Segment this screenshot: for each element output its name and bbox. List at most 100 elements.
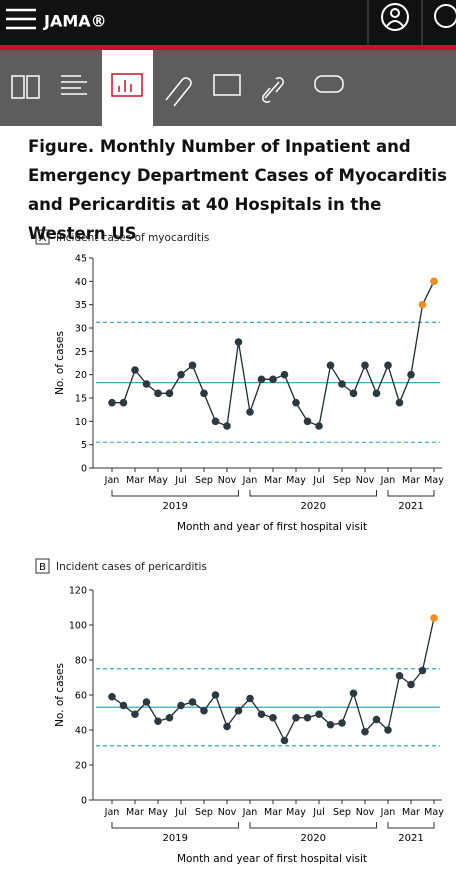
x-axis-title: Month and year of first hospital visit [177,521,367,533]
x-tick-label: Mar [402,475,420,486]
year-bracket [111,822,239,829]
y-tick-label: 10 [75,417,87,428]
data-point [315,710,323,719]
y-tick-label: 5 [81,440,87,451]
data-point [315,422,323,430]
x-tick-label: Jul [174,807,186,818]
data-point [430,277,438,286]
x-tick-label: May [286,807,306,818]
data-point [246,408,254,416]
data-point [430,614,438,622]
x-tick-label: Jan [380,475,396,486]
search-button[interactable] [434,4,456,28]
data-point [119,398,128,407]
x-tick-label: Jan [104,807,120,818]
data-point [407,680,415,689]
data-point [142,698,151,706]
data-point [200,389,208,398]
data-point [292,398,300,407]
y-tick-label: 30 [75,324,87,335]
data-point [165,389,174,398]
tab-article[interactable] [11,75,40,99]
x-tick-label: Sep [195,807,213,818]
x-tick-label: Nov [356,807,375,818]
logo[interactable]: JAMA® [43,12,107,31]
x-tick-label: Jul [312,475,324,486]
x-tick-label: May [424,475,444,486]
year-label: 2021 [398,833,423,844]
active-tab[interactable] [102,50,153,126]
x-tick-label: Jul [174,475,186,486]
y-tick-label: 120 [69,586,87,597]
tab-comments[interactable] [314,75,344,93]
x-tick-label: Sep [333,475,351,486]
account-button[interactable] [381,3,409,31]
x-tick-label: Mar [126,807,144,818]
data-point [395,671,404,680]
x-tick-label: Sep [195,475,213,486]
header-bar [0,0,456,45]
data-point [372,389,381,398]
data-point [131,710,139,719]
y-tick-label: 40 [75,726,87,737]
y-tick-label: 100 [69,621,87,632]
x-axis-title: Month and year of first hospital visit [177,853,367,865]
menu-button[interactable] [6,8,36,30]
x-tick-label: May [148,807,168,818]
year-bracket [249,490,377,497]
y-tick-label: 60 [75,691,87,702]
tab-figures-icon [111,73,143,97]
tab-quote[interactable] [213,74,241,96]
data-point [188,698,197,706]
data-point [418,300,427,309]
data-point [211,691,220,699]
panel-letter: B [39,562,46,573]
data-point [338,380,346,388]
data-point [200,706,208,715]
x-tick-label: Jan [242,807,258,818]
y-tick-label: 20 [75,761,87,772]
x-tick-label: May [424,807,444,818]
accent-bar [0,45,456,50]
y-axis-title: No. of cases [54,663,66,727]
year-label: 2021 [398,501,423,512]
x-tick-label: Mar [126,475,144,486]
x-tick-label: Jan [380,807,396,818]
year-bracket [387,490,435,497]
data-point [384,726,392,734]
data-point [326,720,335,729]
year-bracket [387,822,435,829]
x-tick-label: Jul [312,807,324,818]
data-point [338,719,346,727]
tab-attachments[interactable] [165,77,192,107]
y-tick-label: 25 [75,347,87,358]
panel-title: Incident cases of pericarditis [56,561,207,573]
data-point [407,370,415,379]
data-point [326,361,335,370]
panel-letter-box [35,558,50,574]
y-tick-label: 0 [81,796,87,807]
data-point [108,398,116,407]
tab-link[interactable] [262,77,284,103]
data-point [257,375,266,384]
data-point [177,701,185,710]
data-point [108,692,116,701]
year-bracket [249,822,377,829]
data-point [223,422,231,430]
data-point [246,694,254,703]
tab-outline[interactable] [61,75,87,95]
data-point [280,736,289,745]
data-point [177,370,185,379]
x-tick-label: Nov [218,807,237,818]
data-point [269,375,277,384]
data-point [361,727,369,736]
year-label: 2019 [163,833,188,844]
data-point [234,706,243,715]
x-tick-label: Nov [356,475,375,486]
x-tick-label: Mar [264,475,282,486]
figure-title: Figure. Monthly Number of Inpatient and … [28,137,447,243]
data-point [280,370,289,379]
x-tick-label: Mar [264,807,282,818]
data-point [154,389,162,398]
